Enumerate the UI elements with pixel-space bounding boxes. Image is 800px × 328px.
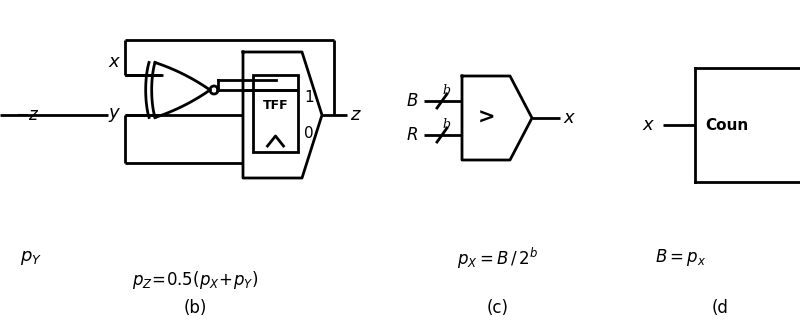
- Text: 1: 1: [304, 90, 314, 105]
- Text: $x$: $x$: [108, 53, 122, 71]
- Bar: [253, 75, 298, 152]
- Text: (c): (c): [487, 299, 509, 317]
- Text: $R$: $R$: [406, 127, 418, 144]
- Text: 0: 0: [304, 126, 314, 140]
- Text: (b): (b): [183, 299, 206, 317]
- Text: TFF: TFF: [262, 99, 288, 112]
- Text: $z$: $z$: [350, 106, 362, 124]
- Text: b: b: [442, 118, 450, 132]
- Text: $x$: $x$: [642, 116, 655, 134]
- Text: $B$: $B$: [406, 92, 418, 110]
- Text: b: b: [442, 85, 450, 97]
- Text: $p_Z\!=\!0.5(p_X\!+\!p_Y)$: $p_Z\!=\!0.5(p_X\!+\!p_Y)$: [132, 269, 258, 291]
- Text: (d: (d: [711, 299, 729, 317]
- Text: $- z$: $- z$: [15, 107, 40, 124]
- Text: $B = p_x$: $B = p_x$: [655, 248, 706, 269]
- Text: $y$: $y$: [108, 106, 122, 124]
- Text: $p_X = B\,/\,2^b$: $p_X = B\,/\,2^b$: [458, 245, 538, 271]
- Text: >: >: [478, 108, 494, 128]
- Text: $x$: $x$: [563, 109, 577, 127]
- Text: Coun: Coun: [705, 117, 748, 133]
- Text: $p_Y$: $p_Y$: [20, 249, 42, 267]
